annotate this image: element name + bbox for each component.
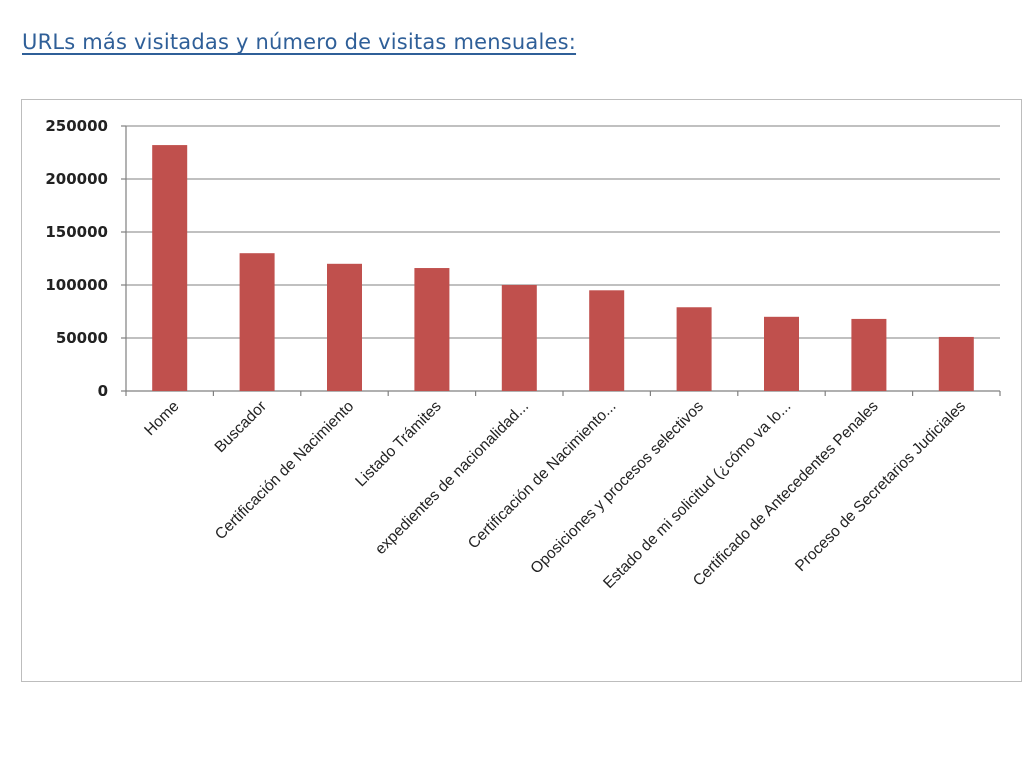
x-category-label: Home (141, 398, 182, 439)
bar-chart: 0 50000 100000 150000 200000 250000 Home Buscad… (45, 117, 1001, 592)
bar (764, 316, 799, 391)
bar (152, 145, 188, 391)
chart-frame: 0 50000 100000 150000 200000 250000 Home Buscad… (21, 99, 1022, 682)
x-category-label: Proceso de Secretarios Judiciales (792, 398, 969, 575)
bar (851, 318, 887, 391)
bar (414, 268, 450, 391)
x-category-label: Buscador (212, 398, 270, 456)
y-tick-label: 100000 (45, 276, 108, 294)
y-tick-label: 50000 (56, 329, 108, 347)
x-category-label: Estado de mi solicitud (¿cómo va lo... (600, 398, 794, 592)
bar (239, 253, 275, 391)
bar (938, 336, 974, 391)
y-tick-label: 150000 (45, 223, 108, 241)
y-tick-label: 0 (98, 382, 108, 400)
y-tick-label: 200000 (45, 170, 108, 188)
x-category-label: Certificado de Antecedentes Penales (690, 398, 882, 590)
axes (121, 125, 1001, 396)
bars (152, 145, 974, 391)
x-category-label: Certificación de Nacimiento (212, 398, 357, 543)
bar (501, 285, 537, 391)
page-heading: URLs más visitadas y número de visitas m… (22, 30, 577, 54)
x-category-label: expedientes de nacionalidad... (372, 398, 532, 558)
x-category-label: Certificación de Nacimiento... (465, 398, 620, 553)
bar (589, 290, 625, 391)
bar (327, 263, 362, 391)
y-tick-label: 250000 (45, 117, 108, 135)
x-category-label: Oposiciones y procesos selectivos (527, 398, 707, 578)
bar (676, 307, 712, 391)
x-category-label: Listado Trámites (352, 398, 445, 491)
